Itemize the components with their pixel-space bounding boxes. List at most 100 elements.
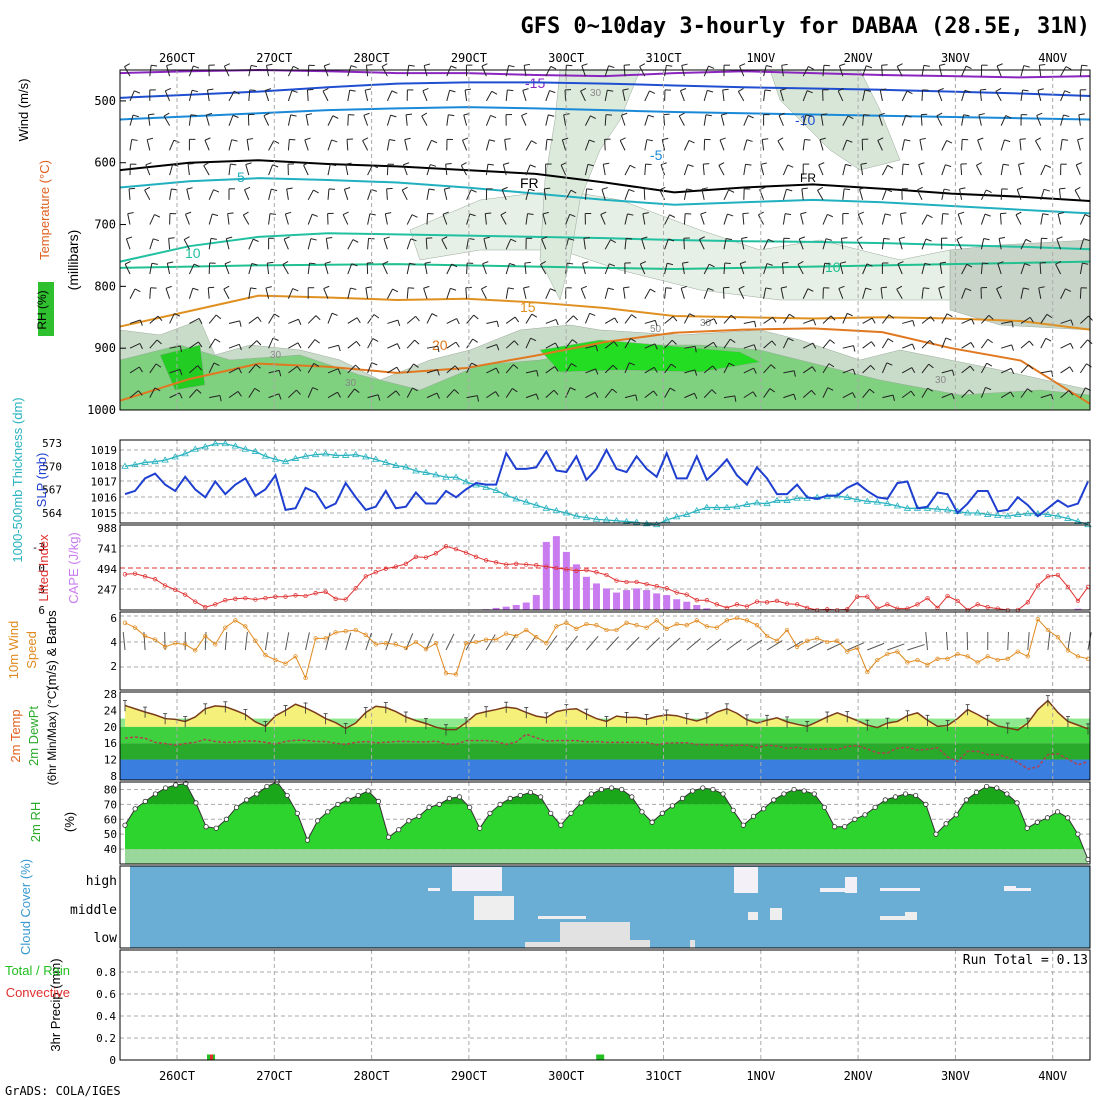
- wind-barb: [268, 213, 271, 225]
- wind-barb-flag: [688, 139, 695, 144]
- wind-barb: [862, 341, 872, 349]
- wind-barb-flag: [1018, 162, 1025, 165]
- wind-barb: [122, 632, 126, 651]
- wind-barb-flag: [968, 389, 974, 395]
- cape-tick: 247: [97, 584, 117, 597]
- wind-barb: [639, 263, 646, 275]
- wind-barb-flag: [927, 387, 934, 392]
- lifted-index-marker: [504, 562, 509, 567]
- wind-barb: [144, 189, 151, 201]
- rh-shade: [769, 69, 901, 171]
- wind-barb: [387, 366, 398, 374]
- thickness-marker: [572, 512, 581, 519]
- wind-barb: [624, 165, 631, 176]
- wind-barb-flag: [567, 262, 574, 265]
- wind-barb: [248, 316, 258, 324]
- cape-bar: [522, 602, 530, 610]
- wind-barb-flag: [266, 63, 273, 66]
- thickness-marker: [1064, 514, 1072, 521]
- lifted-index-marker: [223, 598, 228, 603]
- wind-barb: [169, 188, 172, 200]
- wind-barb: [466, 262, 468, 275]
- wind-barb: [1079, 214, 1086, 225]
- lifted-index-marker: [162, 583, 168, 588]
- wind-barb: [129, 90, 135, 102]
- thickness-marker: [1044, 510, 1052, 517]
- wind-barb: [604, 139, 606, 151]
- thickness-marker: [221, 440, 230, 447]
- wind-barb-flag: [422, 87, 429, 92]
- wind-barb: [545, 90, 551, 102]
- wind-speed-marker: [243, 624, 248, 629]
- y-axis-label: Cloud Cover (%): [18, 859, 33, 955]
- wind-barb-flag: [555, 342, 559, 349]
- wind-barb: [482, 263, 487, 275]
- wind-barb-flag: [501, 186, 508, 191]
- cloud-level-label: middle: [70, 903, 117, 918]
- wind-barb-flag: [267, 261, 274, 264]
- precip-legend-total: Total / Rain: [5, 963, 70, 978]
- thickness-tick: 573: [42, 437, 62, 450]
- wind-barb-flag: [1027, 388, 1033, 393]
- wind-barb: [622, 287, 626, 299]
- wind-barb-flag: [196, 389, 202, 394]
- wind-barb: [938, 288, 943, 299]
- wind-barb-flag: [473, 314, 479, 320]
- lifted-index-marker: [714, 602, 719, 607]
- wind-barb: [818, 164, 824, 176]
- wind-barb: [486, 367, 497, 374]
- thickness-marker: [452, 473, 460, 480]
- wind-barb-flag: [738, 87, 744, 92]
- wind-barb-flag: [450, 65, 457, 69]
- wind-barb-flag: [423, 285, 430, 289]
- wind-speed-marker: [1015, 649, 1020, 654]
- wind-barb: [644, 390, 654, 399]
- wind-speed-marker: [483, 637, 489, 642]
- wind-barb: [822, 387, 829, 398]
- wind-barb-flag: [951, 393, 955, 400]
- rh-marker: [477, 825, 483, 831]
- thickness-marker: [673, 513, 681, 520]
- wind-barb-flag: [131, 139, 138, 141]
- rh-contour-label: 30: [590, 88, 602, 99]
- wind-barb: [781, 65, 784, 77]
- wind-speed-marker: [263, 653, 268, 658]
- wind-barb: [703, 90, 708, 102]
- wind-speed-marker: [754, 623, 760, 628]
- wind-barb-flag: [572, 339, 578, 344]
- wind-barb: [901, 90, 908, 102]
- wind-barb: [939, 263, 943, 275]
- wind-barb-flag: [309, 262, 316, 265]
- thickness-marker: [181, 450, 189, 457]
- wind-barb: [406, 315, 416, 324]
- contour-label: 10: [185, 245, 201, 261]
- wind-barb-flag: [607, 287, 614, 291]
- wind-barb: [463, 114, 468, 126]
- lifted-index-marker: [865, 594, 870, 599]
- wind-barb: [365, 632, 372, 651]
- wind-speed-marker: [764, 633, 770, 639]
- wind-barb-flag: [324, 261, 331, 264]
- wind-barb: [501, 189, 507, 201]
- wind-barb-flag: [138, 366, 143, 373]
- wind-speed-marker: [524, 627, 529, 633]
- wind-barb: [683, 188, 687, 200]
- wind-barb-flag: [937, 88, 944, 92]
- rh-shade: [539, 69, 641, 301]
- wind-barb: [1040, 370, 1052, 374]
- wind-speed-marker: [574, 626, 579, 631]
- wind-barb-flag: [659, 186, 666, 191]
- wind-barb: [244, 189, 250, 201]
- wind-barb: [644, 319, 656, 324]
- wind-barb-flag: [1077, 137, 1084, 141]
- wind-barb-flag: [860, 162, 867, 165]
- wind-barb: [367, 189, 372, 200]
- lifted-tick: -3: [32, 541, 45, 554]
- wind-barb: [584, 313, 591, 324]
- wind-barb: [1057, 213, 1062, 225]
- wind-barb-flag: [649, 90, 656, 94]
- wind-barb: [365, 65, 369, 77]
- wind-barb: [426, 313, 433, 324]
- cloud-block: [474, 896, 514, 920]
